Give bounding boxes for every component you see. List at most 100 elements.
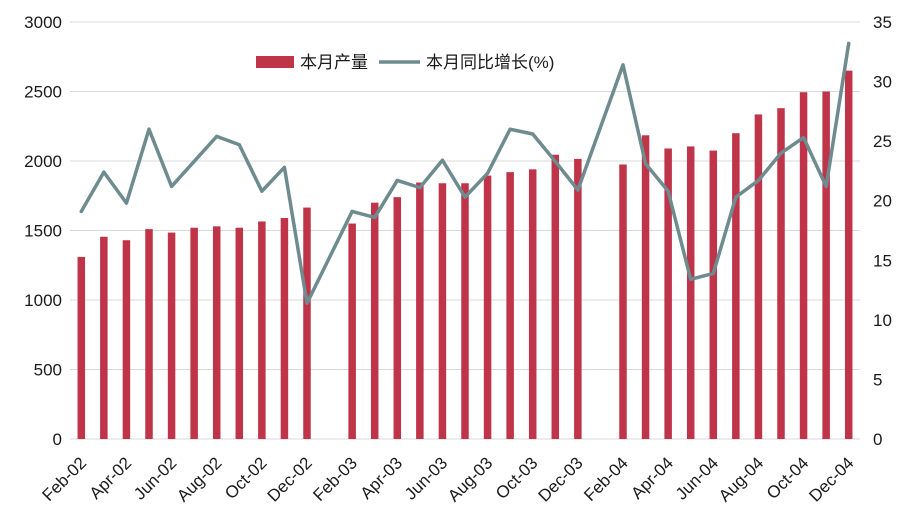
bar-series	[77, 70, 853, 440]
line-point	[147, 127, 151, 131]
bar	[754, 114, 763, 439]
x-axis-tick-label: Dec-04	[805, 453, 857, 505]
left-axis-tick-label: 0	[53, 430, 62, 449]
line-point	[192, 159, 196, 163]
line-point	[734, 195, 738, 199]
bar	[100, 236, 108, 439]
bar	[235, 227, 244, 439]
bar	[641, 135, 650, 439]
bar	[528, 169, 537, 439]
bar	[190, 227, 198, 439]
right-axis-tick-label: 15	[873, 251, 892, 270]
line-point	[779, 151, 783, 155]
bar	[370, 202, 379, 439]
line-point	[282, 165, 287, 169]
line-point	[305, 301, 309, 305]
x-axis-tick-label: Dec-03	[534, 453, 586, 505]
bar	[77, 256, 86, 439]
x-axis-tick-label: Dec-02	[264, 453, 316, 505]
bar	[551, 154, 560, 439]
bar	[777, 108, 785, 440]
bar	[145, 229, 153, 439]
line-point	[824, 184, 828, 189]
bar	[122, 240, 131, 439]
right-axis-tick-label: 20	[873, 192, 892, 211]
bar	[438, 183, 447, 439]
left-axis-tick-label: 2000	[24, 152, 62, 171]
bar	[348, 223, 356, 439]
bar	[280, 217, 289, 439]
line-point	[79, 209, 83, 214]
bar	[416, 182, 424, 440]
right-axis-tick-label: 35	[873, 13, 892, 32]
line-point	[124, 201, 129, 205]
x-axis-tick-label: Apr-02	[86, 453, 136, 503]
x-axis-tick-label: Oct-04	[763, 453, 813, 503]
line-point	[756, 178, 761, 183]
right-axis-tick-label: 25	[873, 132, 892, 151]
bar	[686, 146, 695, 439]
line-series	[79, 41, 851, 305]
bar	[167, 232, 176, 439]
x-axis-tick-label: Oct-02	[221, 453, 271, 503]
line-point	[508, 127, 512, 131]
x-axis-tick-label: Jun-02	[130, 453, 180, 503]
bar	[844, 70, 853, 440]
line-point	[418, 186, 422, 190]
line-point	[711, 271, 715, 275]
bar	[664, 148, 672, 440]
bar	[303, 207, 311, 439]
bar	[619, 164, 627, 439]
line-point	[350, 209, 354, 214]
x-axis-tick-label: Jun-03	[401, 453, 451, 503]
line-point	[689, 277, 693, 281]
right-axis-tick-label: 0	[873, 430, 882, 449]
line-point	[801, 135, 806, 140]
bar	[574, 158, 582, 440]
left-axis-tick-label: 1000	[24, 291, 62, 310]
left-axis-tick-label: 2500	[24, 83, 62, 102]
x-axis-tick-label: Feb-04	[580, 453, 632, 505]
legend: 本月产量 本月同比增长(%)	[256, 53, 554, 72]
line-point	[237, 143, 241, 147]
x-axis-tick-label: Oct-03	[492, 453, 542, 503]
line-point	[215, 134, 219, 138]
bar	[732, 133, 740, 439]
x-axis-ticks: Feb-02Apr-02Jun-02Aug-02Oct-02Dec-02Feb-…	[39, 453, 858, 505]
x-axis-tick-label: Jun-04	[672, 453, 722, 503]
left-axis-tick-label: 1500	[24, 222, 62, 241]
line-point	[666, 189, 670, 193]
x-axis-tick-label: Apr-03	[357, 453, 407, 503]
line-point	[440, 158, 445, 162]
bar	[212, 226, 221, 439]
line-point	[553, 159, 557, 163]
line-point	[531, 132, 535, 136]
legend-swatch-bar	[256, 56, 294, 68]
line-point	[621, 63, 625, 67]
x-axis-tick-label: Aug-02	[173, 453, 225, 505]
legend-label-bar: 本月产量	[300, 53, 368, 72]
x-axis-tick-label: Aug-03	[444, 453, 496, 505]
left-axis-ticks: 0 500 1000 1500 2000 2500 3000	[24, 13, 62, 449]
line-point	[463, 195, 467, 199]
bar	[822, 91, 830, 439]
line-point	[643, 162, 648, 166]
bar	[799, 92, 808, 439]
x-axis-tick-label: Feb-02	[39, 453, 91, 505]
right-axis-tick-label: 30	[873, 73, 892, 92]
line-point	[260, 189, 264, 193]
line-point	[485, 171, 490, 175]
bar	[483, 175, 492, 439]
line-point	[169, 184, 174, 189]
bar	[461, 183, 469, 439]
x-axis-tick-label: Aug-04	[715, 453, 767, 505]
bar	[709, 150, 718, 439]
line-point	[847, 41, 851, 46]
bar	[506, 172, 514, 439]
bar	[393, 197, 402, 439]
left-axis-tick-label: 500	[34, 361, 62, 380]
right-axis-ticks: 0 5 10 15 20 25 30 35	[873, 13, 892, 449]
x-axis-tick-label: Feb-03	[309, 453, 361, 505]
bar	[258, 221, 266, 439]
